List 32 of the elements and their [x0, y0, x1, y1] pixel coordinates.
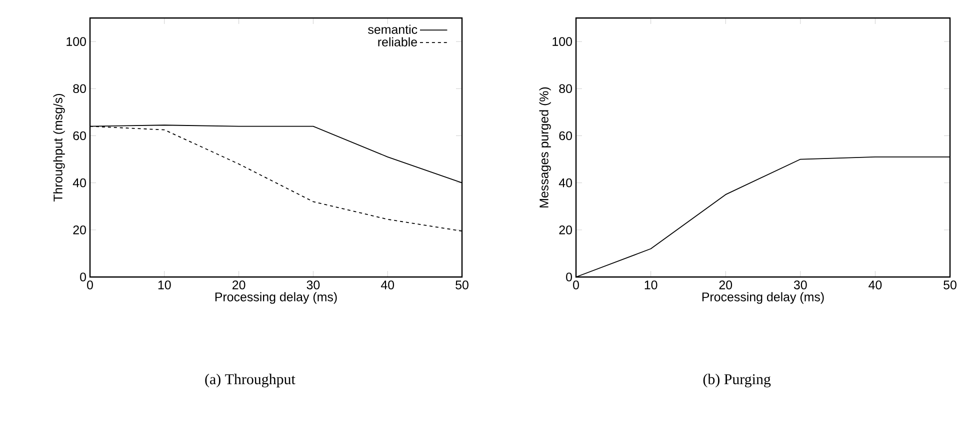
y-tick-label: 40	[558, 178, 572, 188]
x-tick-label: 0	[573, 280, 579, 290]
y-tick-label: 80	[73, 84, 86, 94]
y-tick-label: 0	[566, 272, 572, 282]
y-tick-label: 60	[73, 131, 86, 140]
legend-label: reliable	[378, 37, 417, 46]
x-axis-title: Processing delay (ms)	[215, 292, 337, 304]
x-tick-label: 10	[644, 280, 658, 290]
x-tick-label: 50	[456, 280, 468, 290]
y-axis-title: Messages purged (%)	[539, 87, 551, 208]
y-tick-label: 20	[559, 226, 572, 234]
y-axis-title: Throughput (msg/s)	[53, 94, 65, 202]
x-axis-title: Processing delay (ms)	[702, 292, 824, 304]
text: (b) Purging	[703, 374, 771, 388]
y-tick-label: 0	[80, 272, 86, 282]
y-tick-label: 100	[552, 37, 572, 46]
x-tick-label: 10	[158, 280, 171, 290]
x-tick-label: 20	[719, 280, 732, 290]
x-tick-label: 30	[794, 280, 807, 290]
x-tick-label: 50	[944, 280, 956, 290]
y-tick-label: 60	[559, 131, 572, 140]
x-tick-label: 0	[87, 280, 93, 290]
x-tick-label: 40	[868, 280, 882, 290]
y-tick-label: 100	[66, 37, 86, 46]
x-tick-label: 20	[232, 280, 246, 290]
text: (a) Throughput	[205, 374, 296, 388]
x-tick-label: 40	[380, 280, 394, 290]
y-tick-label: 20	[73, 226, 86, 234]
y-tick-label: 80	[559, 84, 572, 94]
x-tick-label: 30	[306, 280, 320, 290]
legend-label: semantic	[368, 24, 418, 34]
y-tick-label: 40	[72, 178, 86, 188]
